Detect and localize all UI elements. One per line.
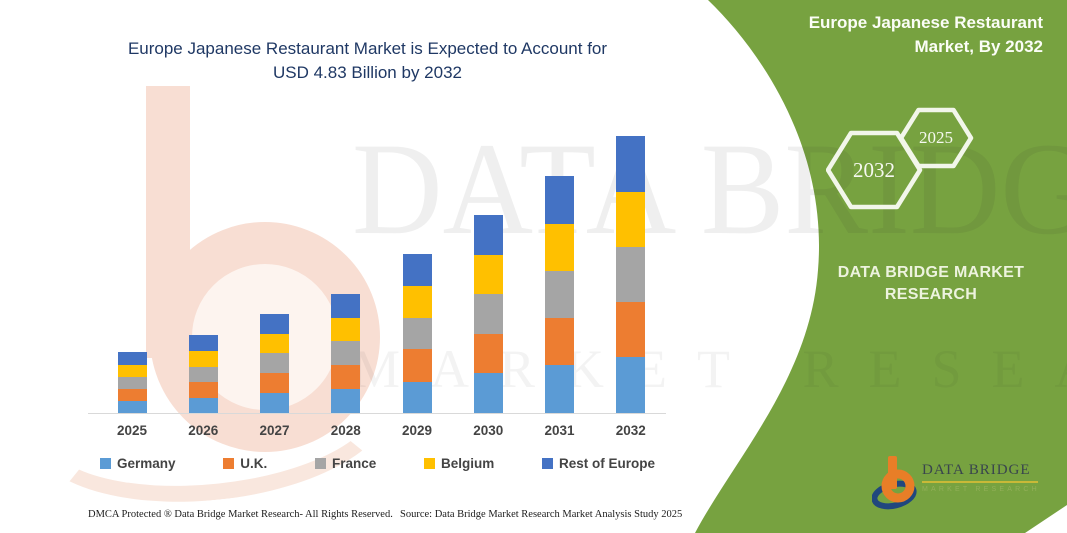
bar-segment-2028-u-k: [331, 365, 361, 389]
bar-segment-2028-germany: [331, 388, 361, 413]
bar-2027: [260, 313, 289, 413]
bar-segment-2027-france: [260, 353, 289, 374]
legend-item-belgium: Belgium: [423, 456, 495, 471]
brand-text-line1: DATA BRIDGE MARKET: [837, 264, 1025, 281]
bar-segment-2025-germany: [117, 401, 147, 413]
x-axis-line: [88, 413, 666, 414]
bar-segment-2031-germany: [545, 365, 574, 413]
watermark-text-data-bridge: DATA BRIDGE: [352, 115, 1067, 262]
bar-segment-2031-belgium: [545, 223, 574, 271]
legend: Germany U.K. France Belgium Rest of Europe: [100, 456, 655, 471]
legend-label-rest-of-europe: Rest of Europe: [558, 456, 655, 471]
bar-segment-2028-rest-of-europe: [331, 293, 361, 318]
bar-segment-2028-france: [331, 341, 361, 366]
bar-segment-2025-u-k: [117, 389, 147, 401]
bar-segment-2030-germany: [473, 373, 503, 413]
bar-segment-2031-france: [545, 270, 574, 319]
page-title-line2: USD 4.83 Billion by 2032: [272, 62, 462, 82]
bar-segment-2029-rest-of-europe: [402, 254, 432, 286]
x-axis-label-2028: 2028: [330, 423, 361, 438]
bar-segment-2030-belgium: [473, 254, 503, 295]
logo-tagline: MARKET RESEARCH: [922, 486, 1040, 493]
side-panel-title-line2: Market, By 2032: [914, 37, 1043, 56]
bar-segment-2032-france: [616, 246, 646, 303]
bar-segment-2027-germany: [260, 392, 289, 413]
data-bridge-logo-icon: [872, 456, 917, 510]
legend-swatch-france: [314, 458, 326, 469]
bar-2032: [616, 136, 646, 413]
hexagon-2025-label: 2025: [919, 128, 953, 147]
bar-segment-2030-rest-of-europe: [473, 215, 503, 255]
brand-text-line2: RESEARCH: [884, 286, 978, 303]
legend-item-u-k: U.K.: [223, 456, 267, 471]
logo-name: DATA BRIDGE: [922, 462, 1031, 478]
bar-2025: [117, 352, 147, 413]
bar-segment-2027-belgium: [260, 333, 289, 354]
legend-item-rest-of-europe: Rest of Europe: [541, 456, 655, 471]
bar-segment-2026-belgium: [188, 351, 218, 367]
legend-label-u-k: U.K.: [240, 456, 268, 471]
page-title: Europe Japanese Restaurant Market is Exp…: [95, 37, 640, 84]
bar-segment-2026-germany: [188, 397, 218, 413]
bar-segment-2030-u-k: [473, 333, 503, 374]
hexagon-2032-label: 2032: [853, 158, 895, 182]
bar-segment-2030-france: [473, 294, 503, 334]
hexagon-badges: [826, 107, 974, 210]
bar-2029: [402, 254, 432, 413]
bar-segment-2032-belgium: [616, 191, 646, 247]
bar-segment-2029-france: [402, 317, 432, 350]
bar-segment-2031-rest-of-europe: [545, 176, 574, 224]
legend-item-germany: Germany: [100, 456, 176, 471]
x-axis-label-2029: 2029: [401, 423, 433, 438]
bar-segment-2032-u-k: [616, 302, 646, 358]
data-bridge-logo-text: DATA BRIDGE MARKET RESEARCH: [922, 462, 1042, 493]
legend-label-germany: Germany: [117, 456, 176, 471]
x-axis-label-2031: 2031: [544, 423, 575, 438]
legend-swatch-belgium: [423, 458, 435, 469]
watermark-text-market-research: MARKET RESEARCH: [352, 339, 1067, 399]
bar-segment-2027-rest-of-europe: [260, 313, 289, 334]
brand-text: DATA BRIDGE MARKET RESEARCH: [801, 262, 1061, 306]
x-axis-label-2032: 2032: [615, 423, 646, 438]
bar-segment-2027-u-k: [260, 373, 289, 393]
x-axis-label-2027: 2027: [259, 423, 290, 438]
bar-2026: [188, 334, 218, 413]
side-panel-title-line1: Europe Japanese Restaurant: [808, 13, 1043, 32]
hexagon-2025: [898, 107, 974, 169]
legend-swatch-germany: [100, 458, 111, 469]
legend-label-france: France: [331, 456, 377, 471]
bar-segment-2029-belgium: [402, 285, 432, 318]
x-axis-label-2026: 2026: [188, 423, 219, 438]
hexagon-2032: [826, 130, 923, 210]
bar-segment-2026-rest-of-europe: [188, 334, 218, 351]
legend-swatch-rest-of-europe: [541, 458, 553, 469]
logo-underline: [922, 481, 1038, 483]
bar-segment-2025-rest-of-europe: [117, 352, 147, 365]
footer-source-text: Source: Data Bridge Market Research Mark…: [400, 509, 683, 520]
bar-segment-2025-france: [117, 377, 147, 389]
page-title-line1: Europe Japanese Restaurant Market is Exp…: [127, 39, 608, 58]
legend-swatch-u-k: [223, 458, 235, 469]
bar-2031: [545, 176, 574, 413]
bar-segment-2028-belgium: [331, 317, 361, 342]
legend-label-belgium: Belgium: [440, 456, 495, 471]
bar-2030: [473, 215, 503, 413]
bar-segment-2025-belgium: [117, 365, 147, 377]
x-axis-label-2025: 2025: [116, 423, 148, 438]
x-axis-label-2030: 2030: [473, 423, 504, 438]
bar-segment-2032-germany: [616, 357, 646, 413]
bar-segment-2032-rest-of-europe: [616, 136, 646, 192]
bar-segment-2029-u-k: [402, 349, 432, 382]
bar-2028: [331, 293, 361, 413]
legend-item-france: France: [314, 456, 377, 471]
bar-segment-2026-france: [188, 366, 218, 382]
footer-dmca-text: DMCA Protected ® Data Bridge Market Rese…: [88, 509, 393, 520]
bar-segment-2031-u-k: [545, 318, 574, 366]
bar-segment-2026-u-k: [188, 382, 218, 398]
bar-segment-2029-germany: [402, 381, 432, 413]
side-panel-title: Europe Japanese Restaurant Market, By 20…: [753, 11, 1043, 59]
